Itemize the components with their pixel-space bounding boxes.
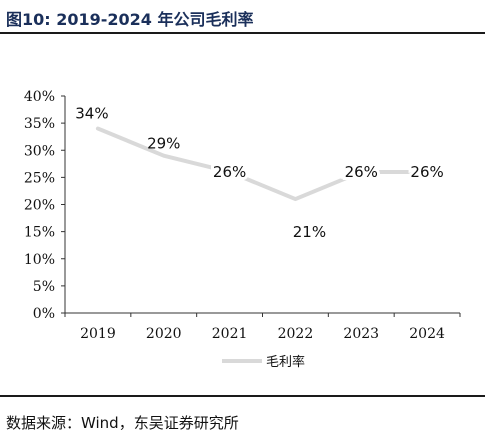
footer-divider — [0, 395, 485, 397]
y-tick-label: 35% — [24, 116, 55, 132]
data-label: 26% — [410, 163, 443, 181]
y-tick-label: 5% — [33, 279, 55, 295]
y-tick-label: 40% — [24, 89, 55, 105]
legend-label: 毛利率 — [266, 354, 305, 370]
data-label: 21% — [293, 223, 326, 241]
data-label: 34% — [75, 105, 108, 123]
x-tick-label: 2023 — [343, 326, 379, 342]
source-note: 数据来源：Wind，东吴证券研究所 — [6, 414, 239, 432]
chart-axes: 0% 5% 10% 15% 20% 25% 30% 35% 40% 2019 2020 2021 202… — [24, 89, 461, 342]
data-label: 26% — [213, 163, 246, 181]
y-tick-label: 30% — [24, 143, 55, 159]
x-tick-label: 2021 — [212, 326, 248, 342]
chart-data-labels: 34% 29% 26% 21% 26% 26% — [75, 105, 447, 242]
x-tick-label: 2024 — [409, 326, 445, 342]
y-tick-label: 0% — [33, 306, 55, 322]
y-tick-label: 15% — [24, 225, 55, 241]
chart-series — [95, 126, 430, 202]
x-tick-label: 2022 — [278, 326, 314, 342]
series-line-gross-margin — [95, 126, 430, 202]
title-divider — [0, 32, 485, 34]
y-tick-label: 20% — [24, 198, 55, 214]
chart-legend: 毛利率 — [222, 354, 305, 370]
y-tick-label: 10% — [24, 252, 55, 268]
x-tick-label: 2020 — [146, 326, 182, 342]
data-label: 26% — [345, 163, 378, 181]
y-tick-label: 25% — [24, 170, 55, 186]
figure-title: 图10: 2019-2024 年公司毛利率 — [6, 10, 254, 29]
x-tick-label: 2019 — [80, 326, 116, 342]
data-label: 29% — [147, 135, 180, 153]
